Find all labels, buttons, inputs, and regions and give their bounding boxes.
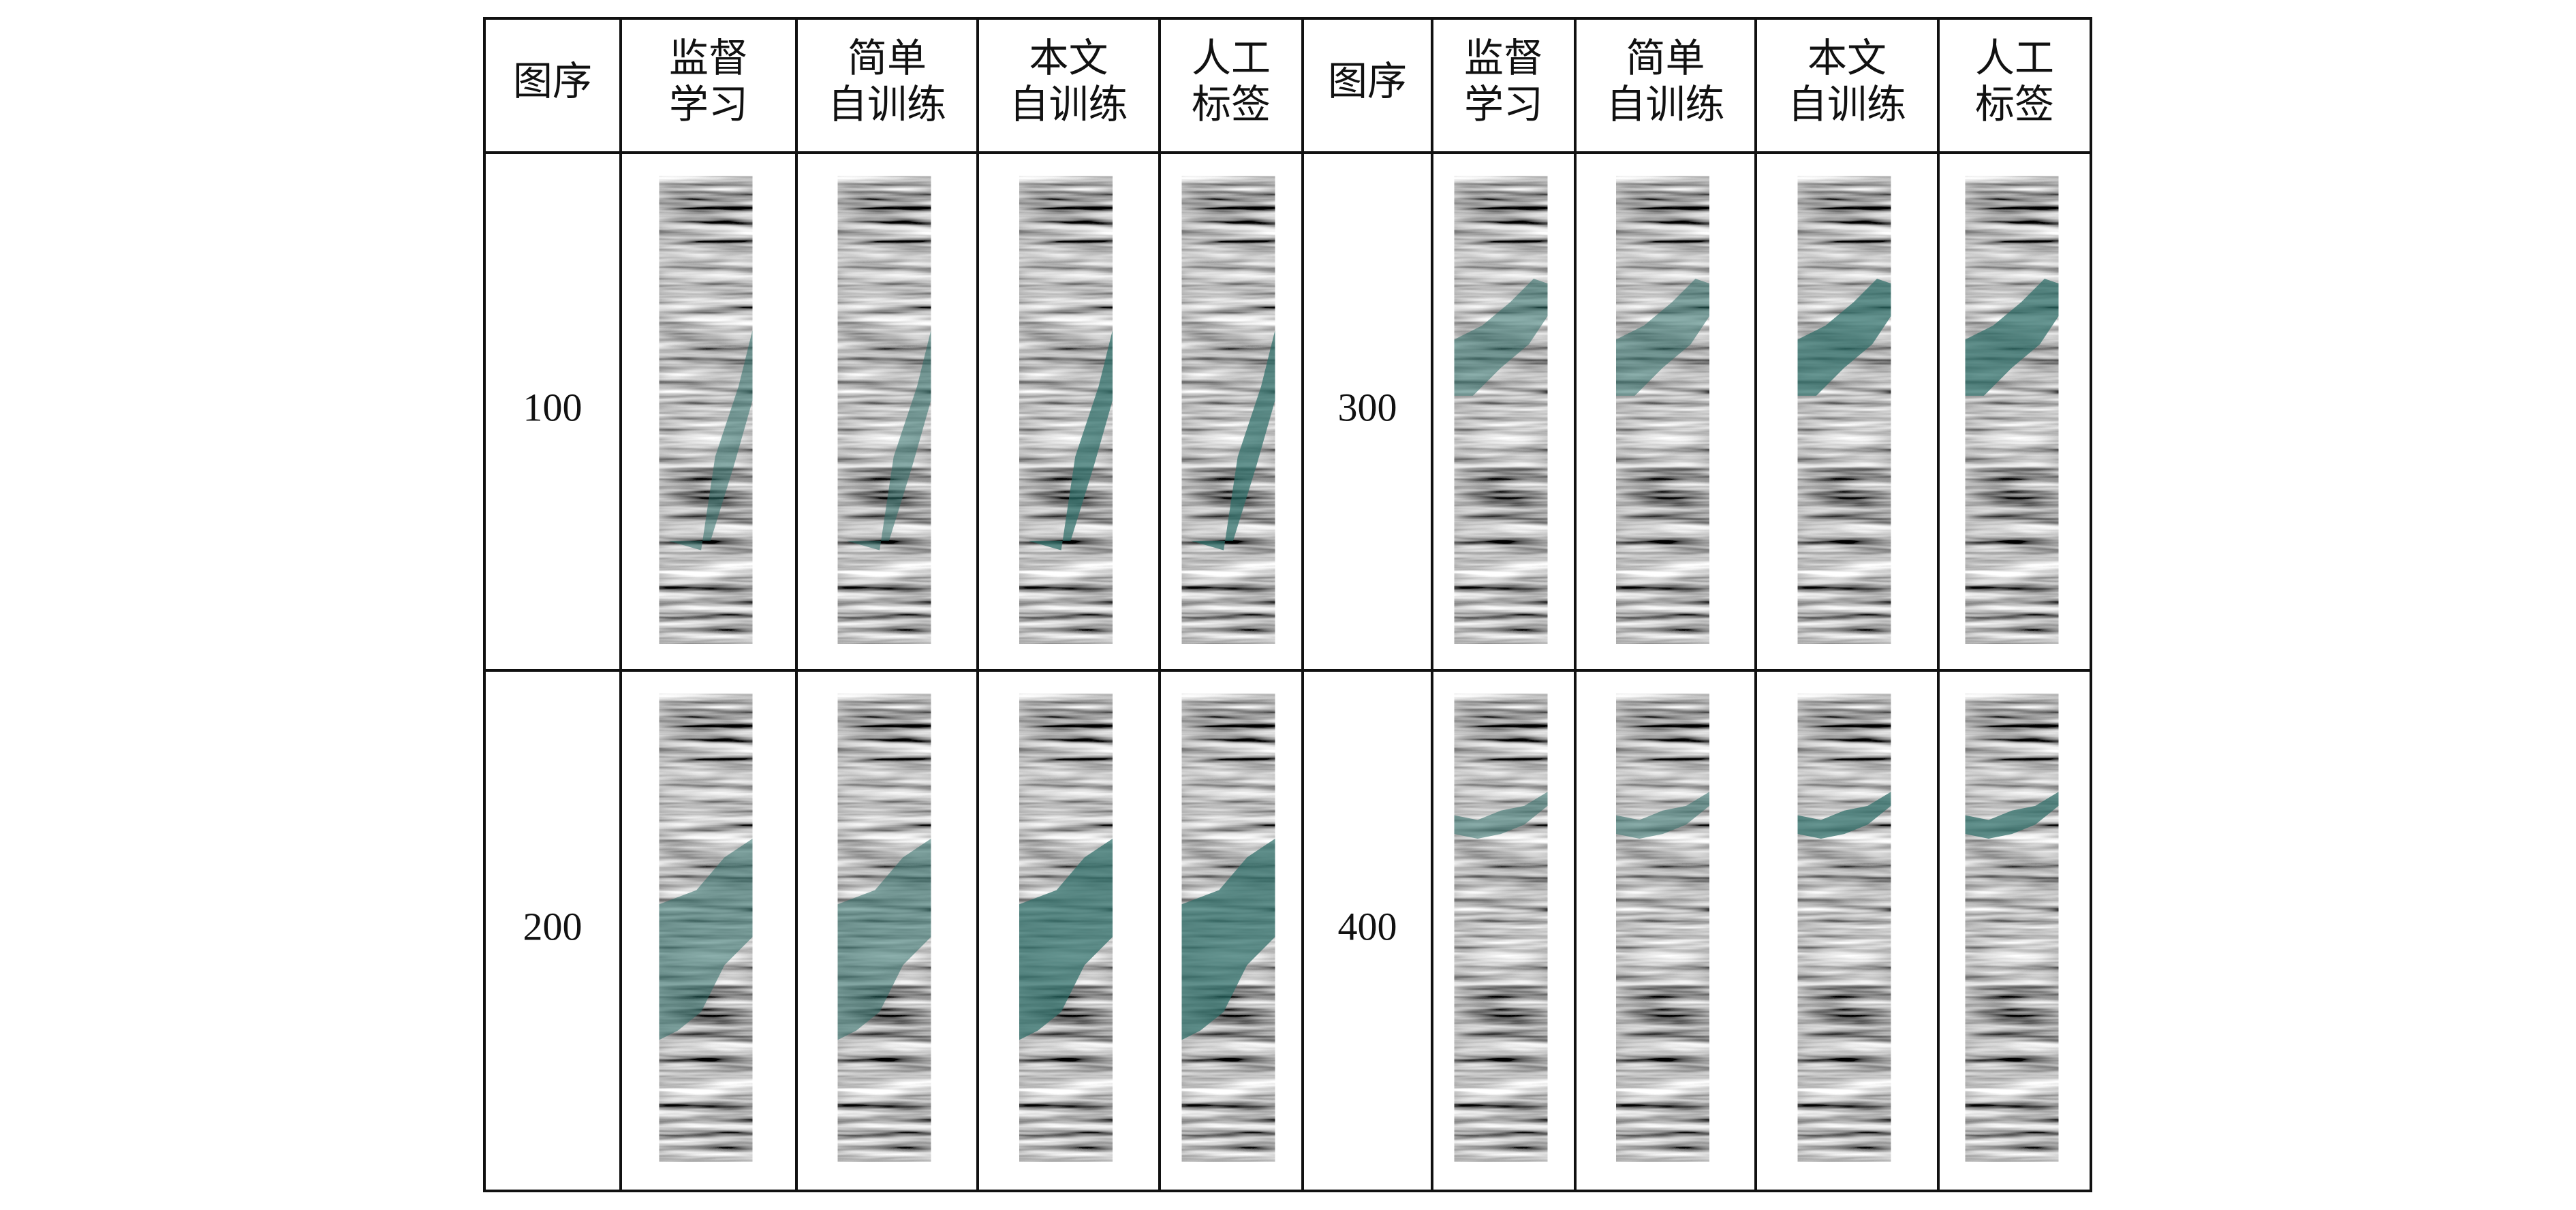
label-overlay <box>1616 279 1709 396</box>
seismic-texture <box>1454 176 1548 644</box>
label-overlay <box>1616 792 1709 839</box>
label-overlay <box>1191 330 1275 550</box>
seismic-texture <box>1616 176 1709 644</box>
label-overlay <box>668 330 753 550</box>
header-text: 图序 <box>513 59 592 104</box>
figure-id: 100 <box>523 385 583 429</box>
seismic-panel <box>1019 694 1113 1162</box>
seismic-panel <box>659 176 753 644</box>
seismic-panel <box>1454 176 1548 644</box>
label-overlay <box>659 839 753 1040</box>
header-text: 本文 <box>1029 36 1108 80</box>
seismic-texture <box>1797 176 1891 644</box>
seismic-texture <box>1616 694 1709 1162</box>
seismic-texture <box>1965 176 2059 644</box>
label-overlay <box>1019 839 1113 1040</box>
header-text: 自训练 <box>1009 82 1128 127</box>
seismic-panel <box>837 694 931 1162</box>
label-overlay <box>837 839 931 1040</box>
header-text: 本文 <box>1807 36 1887 80</box>
seismic-panel <box>1616 176 1709 644</box>
figure-id: 400 <box>1338 904 1397 948</box>
seismic-panel <box>1181 694 1275 1162</box>
header-text: 图序 <box>1328 59 1407 104</box>
header-text: 人工 <box>1192 36 1271 80</box>
seismic-panel <box>659 694 753 1162</box>
seismic-panel <box>1181 176 1275 644</box>
label-overlay <box>1181 839 1275 1040</box>
figure-id: 300 <box>1338 385 1397 429</box>
seismic-texture <box>1454 694 1548 1162</box>
seismic-panel <box>1616 694 1709 1162</box>
header-text: 标签 <box>1192 82 1271 127</box>
label-overlay <box>1028 330 1113 550</box>
header-text: 学习 <box>669 82 748 127</box>
header-text: 学习 <box>1464 82 1543 127</box>
seismic-panel <box>1965 176 2059 644</box>
header-text: 监督 <box>669 36 748 80</box>
label-overlay <box>847 330 931 550</box>
label-overlay <box>1965 792 2059 839</box>
header-text: 自训练 <box>828 82 946 127</box>
label-overlay <box>1454 792 1548 839</box>
seismic-panel <box>1797 694 1891 1162</box>
label-overlay <box>1797 279 1891 396</box>
figure-id: 200 <box>523 904 583 948</box>
seismic-panel <box>1797 176 1891 644</box>
header-text: 标签 <box>1975 82 2054 127</box>
seismic-texture <box>1797 694 1891 1162</box>
seismic-panel <box>1965 694 2059 1162</box>
label-overlay <box>1965 279 2059 396</box>
seismic-panel <box>1454 694 1548 1162</box>
header-text: 监督 <box>1464 36 1543 80</box>
header-text: 自训练 <box>1788 82 1906 127</box>
header-text: 人工 <box>1975 36 2054 80</box>
header-text: 简单 <box>848 36 927 80</box>
header-text: 自训练 <box>1606 82 1724 127</box>
seismic-texture <box>1965 694 2059 1162</box>
label-overlay <box>1797 792 1891 839</box>
seismic-panel <box>837 176 931 644</box>
header-text: 简单 <box>1626 36 1705 80</box>
label-overlay <box>1454 279 1548 396</box>
seismic-panel <box>1019 176 1113 644</box>
